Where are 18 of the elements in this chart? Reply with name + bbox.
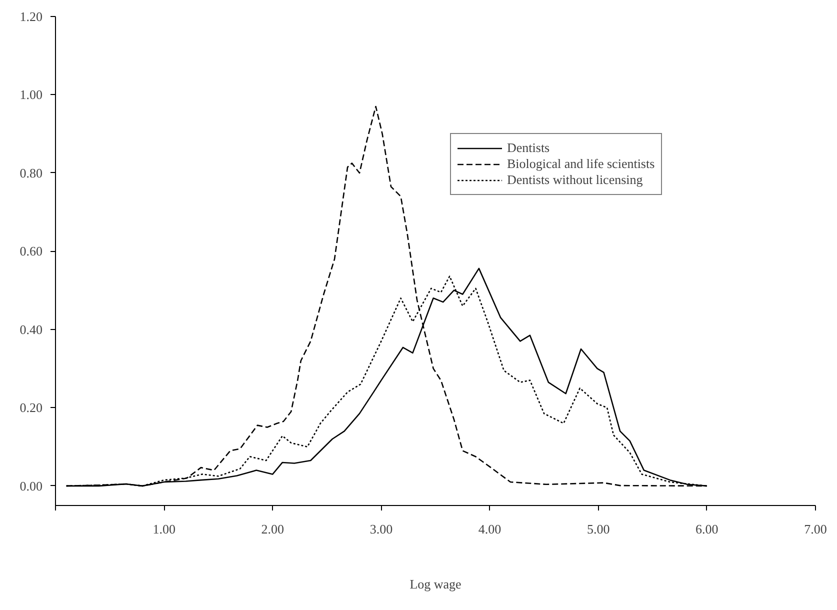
y-tick-label: 0.20 (20, 400, 42, 416)
x-tick-label: 5.00 (586, 522, 610, 536)
y-tick-label: 0.00 (20, 478, 42, 494)
x-axis-title: Log wage (410, 576, 462, 592)
legend-label: Dentists without licensing (507, 172, 643, 188)
x-tick-label: 1.00 (152, 522, 176, 536)
x-tick-label: 6.00 (696, 522, 718, 536)
x-tick-label: 7.00 (804, 522, 827, 536)
x-tick-label: 3.00 (370, 522, 393, 536)
y-tick-label: 1.00 (20, 87, 42, 102)
y-tick-label: 0.40 (20, 322, 42, 337)
y-tick-label: 1.20 (20, 9, 42, 24)
legend-label: Dentists (507, 140, 550, 156)
x-tick-label: 4.00 (478, 522, 502, 536)
y-tick-label: 0.60 (20, 244, 42, 259)
legend-label: Biological and life scientists (507, 156, 655, 172)
x-tick-label: 2.00 (261, 522, 284, 536)
y-tick-label: 0.80 (20, 165, 42, 180)
